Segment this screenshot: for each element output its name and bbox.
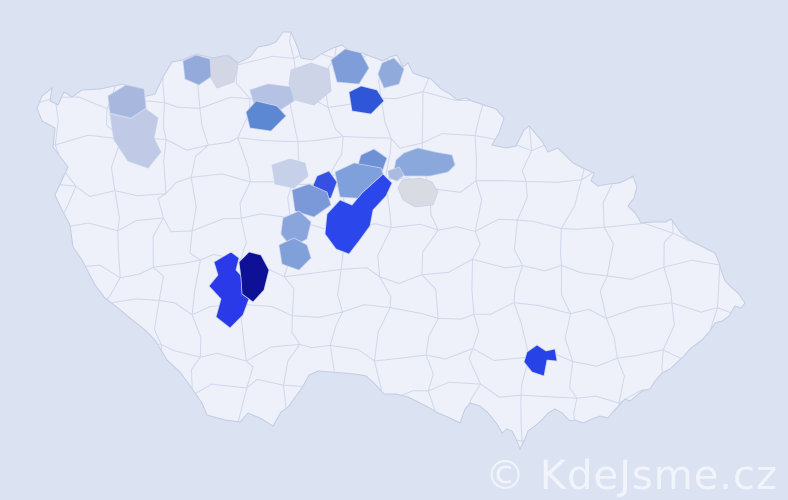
district-region-north-8[interactable]	[348, 85, 385, 115]
district-region-sw-2[interactable]	[238, 251, 270, 303]
district-region-nw-2[interactable]	[109, 108, 162, 169]
district-region-central-5[interactable]	[291, 183, 332, 218]
district-region-east-1[interactable]	[393, 147, 456, 177]
district-region-north-6[interactable]	[330, 48, 370, 85]
kdejsme-watermark: © KdeJsme.cz	[485, 453, 778, 499]
district-region-central-6[interactable]	[280, 210, 312, 248]
district-region-central-7[interactable]	[324, 173, 393, 255]
district-region-central-8[interactable]	[387, 166, 405, 182]
district-region-sw-1[interactable]	[208, 251, 251, 329]
district-region-north-5[interactable]	[288, 62, 332, 106]
district-region-north-7[interactable]	[377, 57, 405, 89]
district-region-se-1[interactable]	[523, 344, 558, 377]
district-region-north-4[interactable]	[245, 100, 287, 132]
district-region-nw-1[interactable]	[107, 84, 147, 119]
district-region-north-2[interactable]	[209, 55, 239, 89]
district-region-east-2[interactable]	[397, 177, 439, 208]
district-region-central-1[interactable]	[271, 158, 309, 189]
country-outline	[36, 31, 746, 451]
district-region-sw-3[interactable]	[278, 237, 312, 271]
highlighted-districts	[107, 48, 558, 377]
